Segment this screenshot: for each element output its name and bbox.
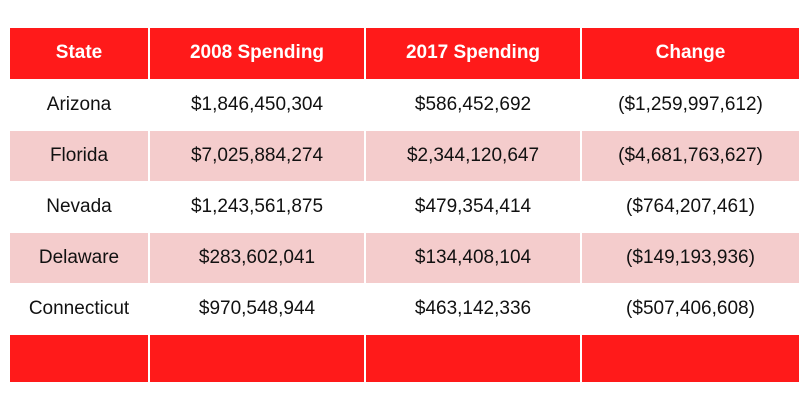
cell-2017: $463,142,336 [364,282,582,334]
cell-2008: $970,548,944 [148,282,366,334]
cell-2008: $1,243,561,875 [148,180,366,232]
cell-state: Florida [10,129,150,181]
table-body: Arizona $1,846,450,304 $586,452,692 ($1,… [10,78,799,334]
cell-change: ($507,406,608) [580,282,799,334]
cell-state: Connecticut [10,282,150,334]
table-row: Nevada $1,243,561,875 $479,354,414 ($764… [10,180,799,232]
table-row: Connecticut $970,548,944 $463,142,336 ($… [10,282,799,334]
table-footer [10,333,799,382]
cell-2008: $1,846,450,304 [148,78,366,130]
cell-2017: $586,452,692 [364,78,582,130]
footer-cell [10,333,150,382]
cell-change: ($1,259,997,612) [580,78,799,130]
footer-cell [580,333,799,382]
header-state: State [10,28,150,79]
cell-state: Nevada [10,180,150,232]
table-row: Delaware $283,602,041 $134,408,104 ($149… [10,231,799,283]
cell-2017: $134,408,104 [364,231,582,283]
spending-table-container: State 2008 Spending 2017 Spending Change… [10,28,799,382]
cell-state: Arizona [10,78,150,130]
cell-2017: $2,344,120,647 [364,129,582,181]
cell-change: ($764,207,461) [580,180,799,232]
table-row: Florida $7,025,884,274 $2,344,120,647 ($… [10,129,799,181]
header-change: Change [580,28,799,79]
header-row: State 2008 Spending 2017 Spending Change [10,28,799,79]
cell-2017: $479,354,414 [364,180,582,232]
cell-state: Delaware [10,231,150,283]
table-row: Arizona $1,846,450,304 $586,452,692 ($1,… [10,78,799,130]
footer-row [10,333,799,382]
footer-cell [148,333,366,382]
cell-2008: $7,025,884,274 [148,129,366,181]
header-2017-spending: 2017 Spending [364,28,582,79]
cell-change: ($149,193,936) [580,231,799,283]
cell-change: ($4,681,763,627) [580,129,799,181]
cell-2008: $283,602,041 [148,231,366,283]
table-header: State 2008 Spending 2017 Spending Change [10,28,799,79]
spending-table: State 2008 Spending 2017 Spending Change… [10,28,799,382]
footer-cell [364,333,582,382]
header-2008-spending: 2008 Spending [148,28,366,79]
